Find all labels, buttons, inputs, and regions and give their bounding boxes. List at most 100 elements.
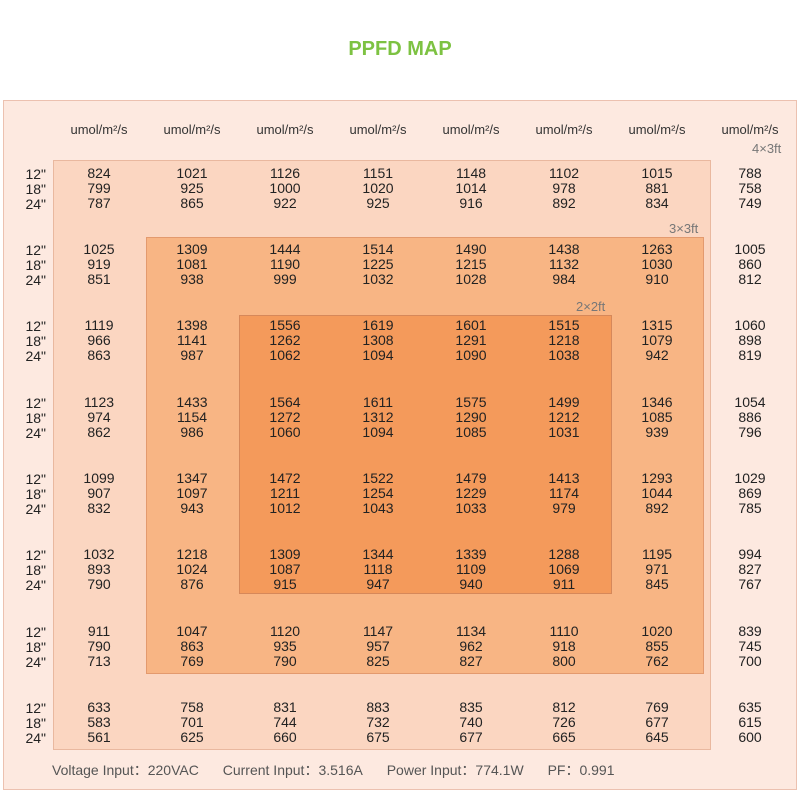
zone-label-4x3ft: 4×3ft: [752, 141, 782, 156]
ppfd-value: 987: [180, 347, 204, 363]
height-label: 18": [25, 562, 46, 578]
ppfd-value: 911: [552, 576, 576, 592]
column-header: umol/m²/s: [256, 122, 314, 137]
zone-label-2x2ft: 2×2ft: [576, 299, 606, 314]
ppfd-value: 911: [87, 623, 111, 639]
column-header: umol/m²/s: [628, 122, 686, 137]
ppfd-value: 966: [87, 332, 111, 348]
ppfd-value: 1090: [455, 347, 487, 363]
ppfd-value: 915: [273, 576, 297, 592]
ppfd-value: 1024: [176, 561, 208, 577]
ppfd-value: 834: [645, 195, 669, 211]
ppfd-value: 1433: [176, 394, 208, 410]
ppfd-value: 732: [366, 714, 390, 730]
ppfd-value: 1118: [363, 561, 393, 577]
height-label: 18": [25, 410, 46, 426]
ppfd-value: 1031: [548, 424, 580, 440]
ppfd-value: 832: [87, 500, 111, 516]
ppfd-value: 1020: [362, 180, 394, 196]
ppfd-value: 677: [645, 714, 669, 730]
ppfd-value: 1060: [734, 317, 766, 333]
ppfd-value: 1575: [455, 394, 487, 410]
ppfd-value: 749: [738, 195, 762, 211]
ppfd-value: 625: [180, 729, 204, 745]
height-label: 12": [25, 318, 46, 334]
ppfd-value: 1499: [548, 394, 580, 410]
ppfd-value: 827: [738, 561, 762, 577]
ppfd-value: 1290: [455, 409, 487, 425]
height-label: 18": [25, 639, 46, 655]
current-input: Current Input：3.516A: [222, 762, 363, 778]
ppfd-value: 1444: [269, 241, 301, 257]
ppfd-value: 1438: [548, 241, 580, 257]
power-factor: PF：0.991: [547, 762, 615, 778]
ppfd-value: 1043: [362, 500, 394, 516]
power-input: Power Input：774.1W: [386, 762, 524, 778]
ppfd-value: 940: [459, 576, 483, 592]
ppfd-value: 713: [87, 653, 111, 669]
height-label: 12": [25, 166, 46, 182]
ppfd-value: 1085: [641, 409, 673, 425]
ppfd-value: 1021: [176, 165, 208, 181]
ppfd-value: 758: [180, 699, 204, 715]
ppfd-value: 675: [366, 729, 390, 745]
ppfd-value: 1174: [548, 485, 580, 501]
ppfd-value: 1081: [176, 256, 208, 272]
height-label: 24": [25, 730, 46, 746]
ppfd-value: 898: [738, 332, 762, 348]
ppfd-value: 767: [738, 576, 762, 592]
ppfd-value: 1134: [455, 623, 487, 639]
ppfd-value: 938: [180, 271, 204, 287]
ppfd-value: 979: [552, 500, 576, 516]
column-header: umol/m²/s: [442, 122, 500, 137]
height-label: 12": [25, 242, 46, 258]
ppfd-value: 825: [366, 653, 390, 669]
ppfd-value: 827: [459, 653, 483, 669]
ppfd-value: 1015: [641, 165, 673, 181]
ppfd-value: 677: [459, 729, 483, 745]
ppfd-value: 1309: [269, 546, 301, 562]
ppfd-value: 1014: [455, 180, 487, 196]
ppfd-value: 892: [645, 500, 669, 516]
ppfd-value: 1097: [176, 485, 208, 501]
ppfd-value: 1272: [269, 409, 301, 425]
ppfd-value: 1033: [455, 500, 487, 516]
height-label: 12": [25, 624, 46, 640]
ppfd-value: 769: [645, 699, 669, 715]
height-label: 24": [25, 348, 46, 364]
ppfd-value: 1120: [269, 623, 301, 639]
ppfd-value: 812: [738, 271, 762, 287]
ppfd-value: 1029: [734, 470, 766, 486]
ppfd-value: 886: [738, 409, 762, 425]
height-label: 12": [25, 547, 46, 563]
ppfd-value: 1079: [641, 332, 673, 348]
column-header: umol/m²/s: [721, 122, 779, 137]
ppfd-value: 947: [366, 576, 390, 592]
ppfd-value: 1151: [362, 165, 394, 181]
ppfd-value: 1225: [362, 256, 394, 272]
ppfd-value: 1012: [269, 500, 301, 516]
height-label: 18": [25, 333, 46, 349]
ppfd-value: 918: [552, 638, 576, 654]
height-label: 24": [25, 272, 46, 288]
column-header: umol/m²/s: [535, 122, 593, 137]
ppfd-value: 769: [180, 653, 204, 669]
ppfd-value: 971: [645, 561, 669, 577]
ppfd-value: 1195: [641, 546, 673, 562]
ppfd-value: 957: [366, 638, 390, 654]
ppfd-value: 1398: [176, 317, 208, 333]
ppfd-value: 1109: [455, 561, 487, 577]
ppfd-value: 892: [552, 195, 576, 211]
ppfd-value: 790: [87, 638, 111, 654]
ppfd-value: 745: [738, 638, 762, 654]
ppfd-value: 615: [738, 714, 762, 730]
height-label: 24": [25, 577, 46, 593]
ppfd-value: 1339: [455, 546, 487, 562]
ppfd-value: 1218: [176, 546, 208, 562]
ppfd-value: 633: [87, 699, 111, 715]
ppfd-value: 1315: [641, 317, 673, 333]
ppfd-value: 999: [273, 271, 297, 287]
ppfd-value: 1263: [641, 241, 673, 257]
ppfd-value: 1212: [548, 409, 580, 425]
ppfd-value: 1054: [734, 394, 766, 410]
